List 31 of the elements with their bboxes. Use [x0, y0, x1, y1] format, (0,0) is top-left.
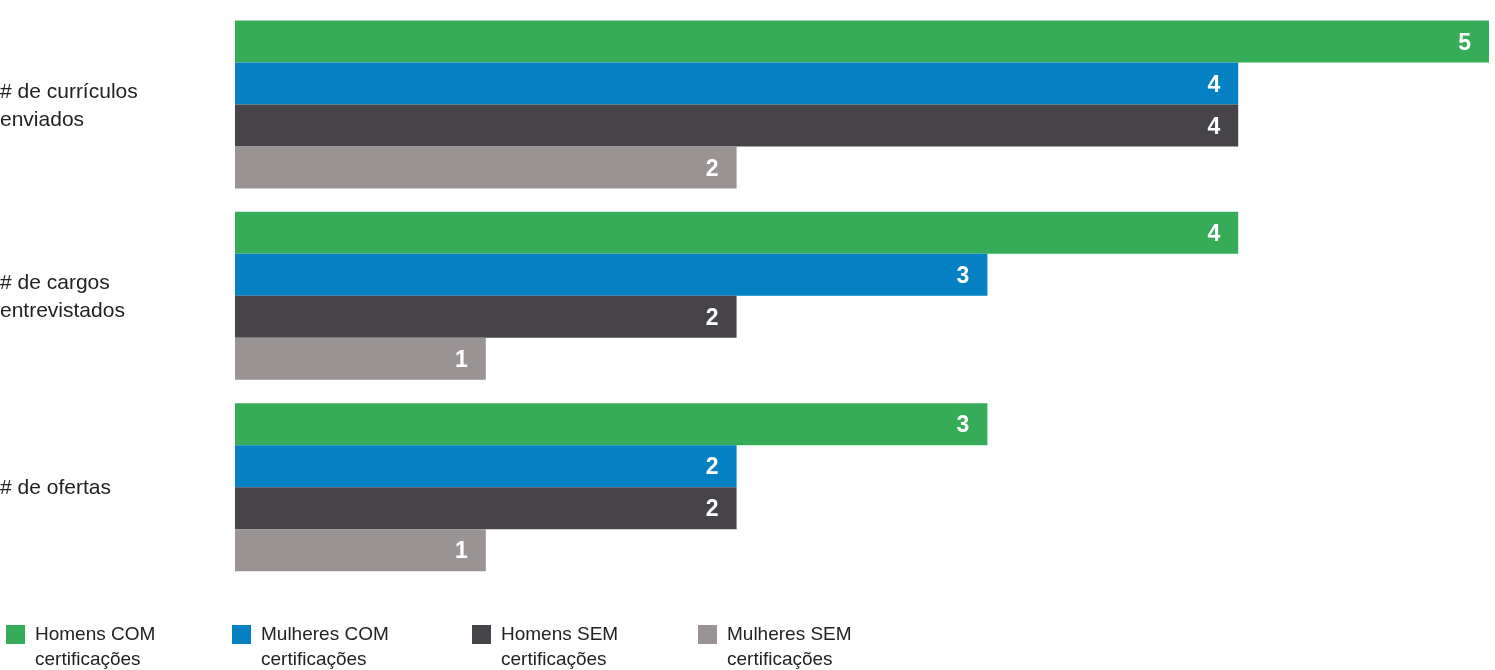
data-label: 4: [1207, 219, 1221, 246]
data-label: 2: [705, 453, 719, 480]
data-label: 5: [1458, 28, 1472, 55]
y-tick-label: # de currículos enviados: [0, 77, 139, 132]
data-label: 4: [1207, 112, 1221, 139]
data-label: 2: [705, 495, 719, 522]
legend-label: Homens SEM certificações: [501, 622, 620, 670]
legend-label: Mulheres COM certificações: [261, 622, 390, 670]
y-tick-label: # de cargos entrevistados: [0, 269, 126, 323]
data-label: 4: [1207, 70, 1221, 97]
bar: [235, 529, 486, 572]
bar: [235, 295, 737, 338]
bar: [235, 146, 737, 189]
data-label: 2: [705, 154, 719, 181]
data-label: 2: [705, 303, 719, 330]
bar: [235, 253, 988, 296]
bar: [235, 445, 737, 488]
bar: [235, 487, 737, 530]
bar: [235, 20, 1489, 63]
bar: [235, 211, 1239, 254]
data-label: 3: [956, 261, 970, 288]
bar: [235, 337, 486, 380]
legend-label: Homens COM certificações: [35, 622, 157, 670]
bar: [235, 403, 988, 446]
bar: [235, 62, 1239, 105]
bar: [235, 104, 1239, 147]
data-label: 1: [455, 345, 468, 372]
data-label: 3: [956, 411, 970, 438]
y-tick-label: # de ofertas: [0, 474, 112, 501]
data-label: 1: [455, 537, 468, 564]
legend-label: Mulheres SEM certificações: [727, 622, 853, 670]
